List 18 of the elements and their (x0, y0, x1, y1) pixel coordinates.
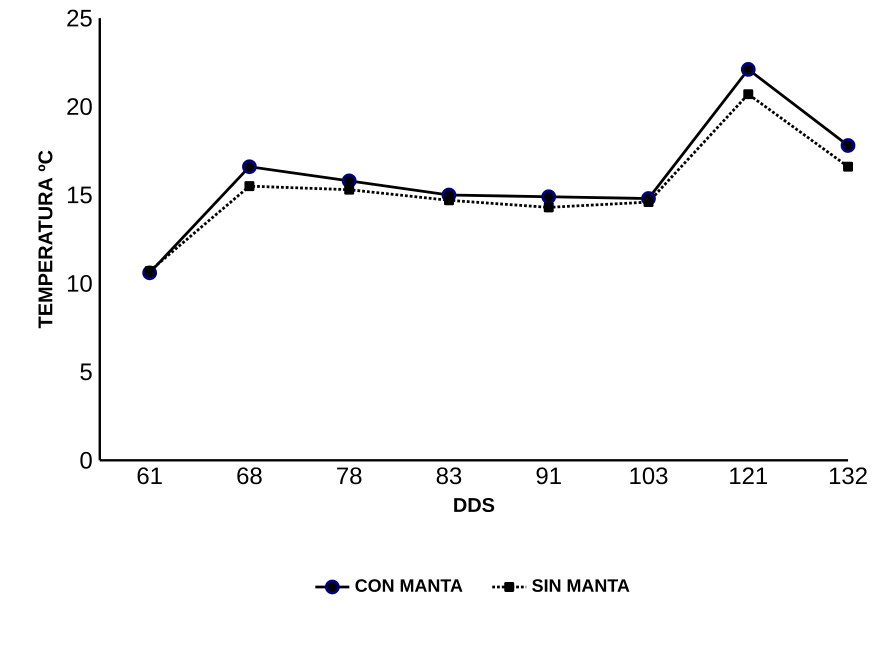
y-tick-label: 5 (80, 363, 92, 380)
x-tick-label: 61 (138, 467, 162, 484)
x-tick-label: 68 (237, 467, 262, 484)
x-tick-label: 132 (830, 467, 867, 484)
legend-label: CON MANTA (355, 579, 462, 592)
y-axis-title: TEMPERATURA ºC (38, 150, 52, 328)
y-tick-label: 25 (67, 10, 92, 27)
x-tick-label: 78 (337, 467, 362, 484)
legend-label: SIN MANTA (532, 579, 630, 592)
x-tick-label: 103 (630, 467, 668, 484)
y-tick-label: 0 (80, 452, 92, 469)
y-tick-label: 10 (68, 274, 92, 292)
y-tick-label: 15 (68, 186, 92, 204)
x-tick-label: 121 (730, 467, 768, 484)
y-tick-label: 20 (67, 98, 92, 115)
x-axis-title: DDS (454, 498, 494, 512)
x-tick-label: 91 (536, 467, 561, 484)
x-tick-label: 83 (436, 467, 462, 484)
